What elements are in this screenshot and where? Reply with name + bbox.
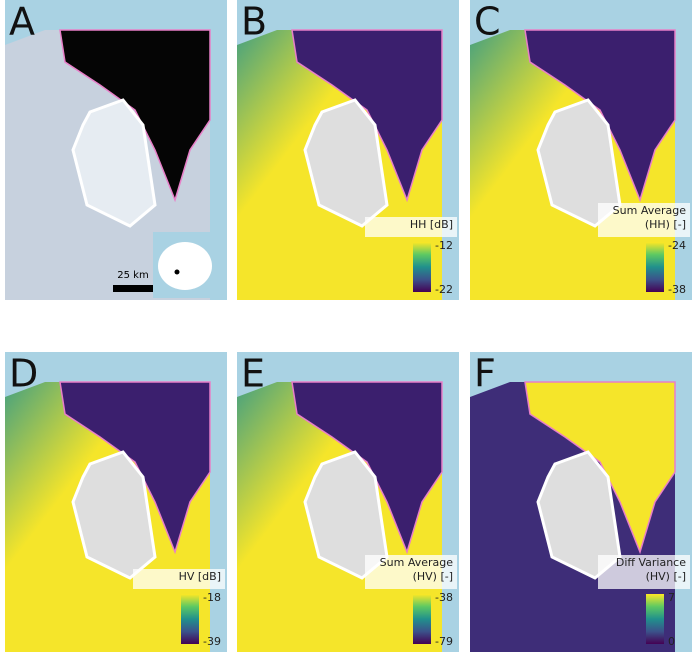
legend-title: HV [dB]	[179, 570, 221, 583]
colorbar-max: 7	[668, 591, 675, 604]
colorbar	[646, 242, 664, 292]
colorbar-max: -24	[668, 239, 686, 252]
legend-title: (HV) [-]	[413, 570, 453, 583]
inset-location	[175, 270, 180, 275]
legend-title: Diff Variance	[616, 556, 686, 569]
colorbar	[181, 594, 199, 644]
colorbar	[413, 594, 431, 644]
colorbar	[646, 594, 664, 644]
scale-bar	[113, 285, 153, 292]
panel-letter: E	[241, 352, 265, 396]
map-panel: A 25 km	[5, 0, 227, 300]
panel-letter: C	[474, 0, 501, 44]
panel-letter: A	[9, 0, 35, 44]
colorbar-max: -12	[435, 239, 453, 252]
scale-bar-label: 25 km	[117, 270, 148, 281]
legend-title: HH [dB]	[410, 218, 453, 231]
colorbar-max: -38	[435, 591, 453, 604]
panel-letter: F	[474, 352, 496, 396]
figure: A25 kmBHH [dB]-12-22CSum Average(HH) [-]…	[0, 0, 693, 653]
map-panel: C Sum Average(HH) [-] -24 -38	[470, 0, 692, 300]
legend-title: Sum Average	[613, 204, 687, 217]
legend-title: (HH) [-]	[645, 218, 686, 231]
legend-title: Sum Average	[380, 556, 454, 569]
inset-antarctica	[158, 242, 212, 290]
map-panel: D HV [dB] -18 -39	[5, 352, 227, 653]
colorbar-max: -18	[203, 591, 221, 604]
map-panel: E Sum Average(HV) [-] -38 -79	[237, 352, 459, 653]
map-panel: B HH [dB] -12 -22	[237, 0, 459, 300]
panel-letter: B	[241, 0, 267, 44]
map-panel: F Diff Variance(HV) [-] 7 0	[470, 352, 692, 653]
colorbar	[413, 242, 431, 292]
colorbar-min: -79	[435, 635, 453, 648]
colorbar-min: -38	[668, 283, 686, 296]
colorbar-min: -22	[435, 283, 453, 296]
legend-title: (HV) [-]	[646, 570, 686, 583]
colorbar-min: -39	[203, 635, 221, 648]
panel-letter: D	[9, 352, 38, 396]
colorbar-min: 0	[668, 635, 675, 648]
